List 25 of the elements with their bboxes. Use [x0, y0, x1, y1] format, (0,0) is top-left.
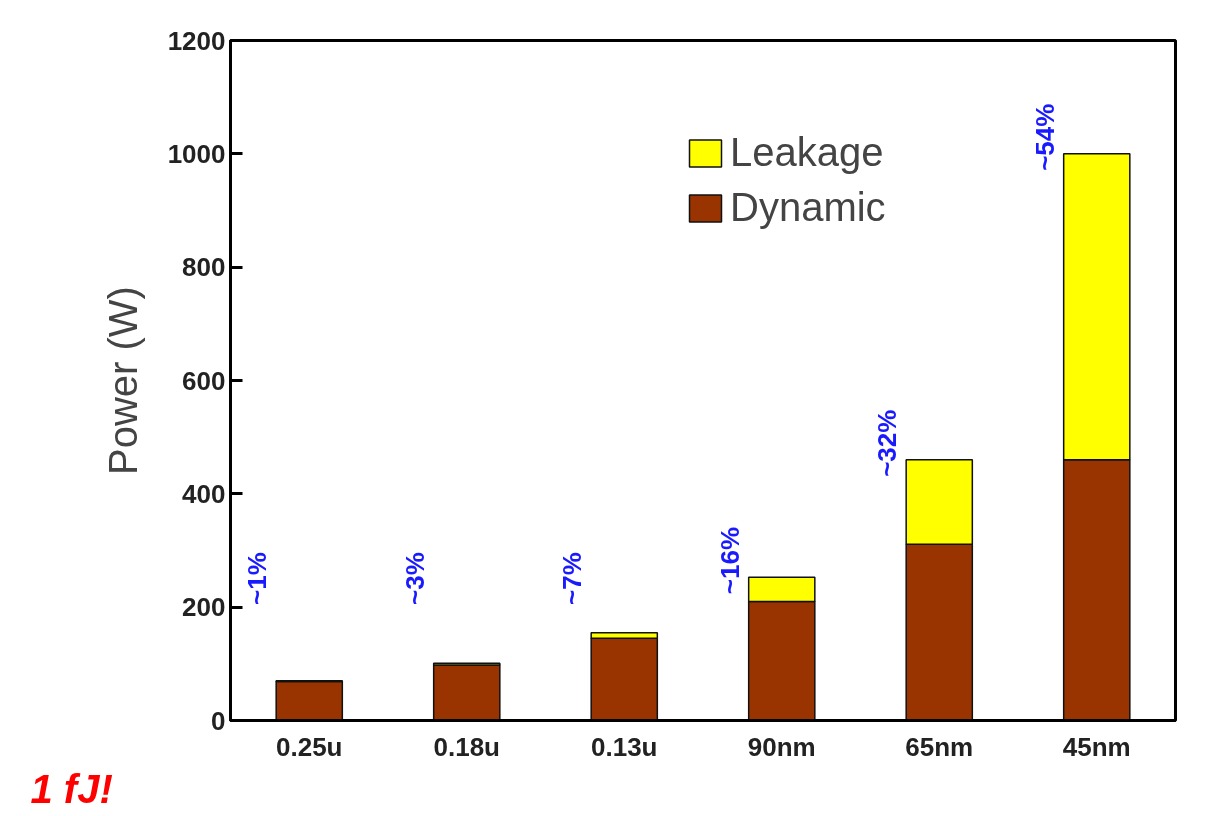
legend-label: Leakage [730, 130, 884, 175]
y-tick-label: 1200 [167, 25, 226, 56]
y-axis-title: Power (W) [100, 286, 145, 475]
annotation: ~7% [557, 552, 588, 605]
annotation: ~16% [714, 526, 745, 595]
y-tick-label: 1000 [167, 138, 226, 169]
annotation: ~1% [242, 552, 273, 605]
annotation: ~32% [872, 409, 903, 477]
x-tick-label: 0.25u [276, 731, 343, 762]
x-tick-label: 90nm [747, 731, 816, 762]
annotation: ~54% [1029, 103, 1060, 171]
y-tick-label: 800 [182, 252, 226, 283]
text: 1 fJ! [30, 766, 113, 811]
bar [275, 680, 344, 721]
legend-label: Dynamic [730, 185, 886, 230]
annotation: ~3% [399, 552, 430, 605]
x-tick-label: 45nm [1062, 731, 1131, 762]
x-tick-label: 0.18u [433, 731, 501, 762]
y-tick-label: 200 [182, 592, 226, 623]
y-tick-label: 600 [182, 365, 226, 396]
x-tick-label: 65nm [905, 731, 974, 762]
y-tick-label: 0 [211, 705, 226, 736]
y-tick-label: 400 [182, 478, 226, 509]
bar [432, 664, 501, 721]
x-tick-label: 0.13u [591, 731, 658, 762]
